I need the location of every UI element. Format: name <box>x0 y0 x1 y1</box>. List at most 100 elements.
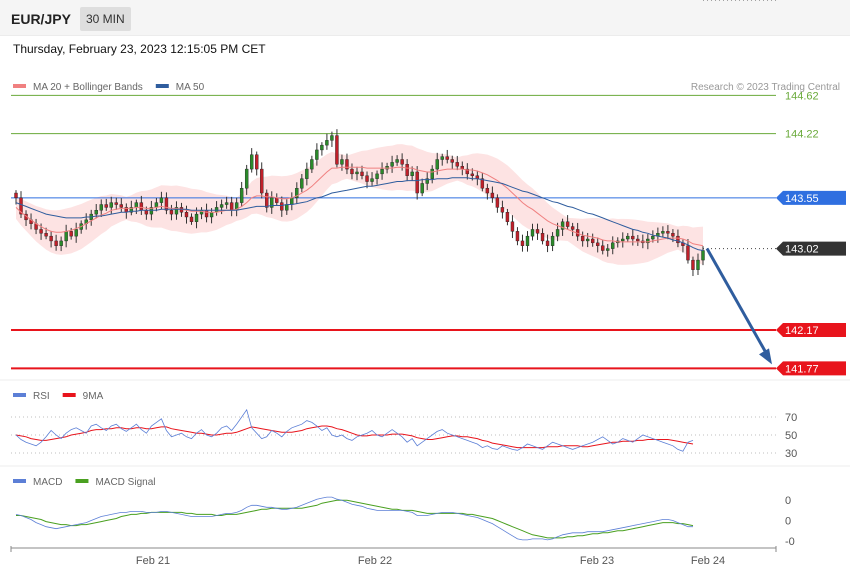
candle-body-43 <box>229 202 234 211</box>
candle-body-23 <box>129 207 134 213</box>
candle-body-106 <box>545 240 550 246</box>
timeframe-badge[interactable]: 30 MIN <box>80 7 131 31</box>
candle-body-19 <box>109 202 113 208</box>
candle-body-75 <box>390 162 394 167</box>
candle-body-5 <box>39 229 43 234</box>
level-label-4: 142.17 <box>785 325 819 337</box>
level-tag-4 <box>776 323 846 338</box>
candle-body-70 <box>365 175 369 182</box>
macd-legend-label-0: MACD <box>33 477 62 488</box>
x-axis-label-1: Feb 22 <box>358 555 392 567</box>
candle-body-53 <box>280 202 284 211</box>
forecast-arrow-shaft <box>705 247 770 358</box>
candle-body-18 <box>104 204 108 208</box>
macd-legend-swatch-0 <box>13 479 26 483</box>
level-tag-5 <box>776 361 846 376</box>
candle-body-121 <box>621 238 625 242</box>
rsi-ma-line <box>15 425 694 449</box>
candle-body-82 <box>425 178 429 184</box>
level-tag-2 <box>776 190 846 205</box>
candle-body-118 <box>606 248 610 251</box>
candle-body-42 <box>224 202 229 205</box>
level-tag-3 <box>776 241 846 256</box>
candle-body-96 <box>495 197 500 208</box>
candle-body-60 <box>315 149 319 160</box>
candle-body-99 <box>510 221 515 232</box>
candle-body-32 <box>174 207 179 215</box>
candle-body-66 <box>345 159 349 170</box>
level-label-1: 144.22 <box>785 129 819 141</box>
candle-body-30 <box>164 197 169 211</box>
candle-body-31 <box>169 210 174 215</box>
candle-body-91 <box>470 173 475 176</box>
candle-body-26 <box>144 210 149 215</box>
candle-body-9 <box>59 240 63 246</box>
candle-body-93 <box>480 178 485 189</box>
x-axis-label-2: Feb 23 <box>580 555 614 567</box>
candle-body-83 <box>430 168 434 179</box>
candle-body-47 <box>249 154 254 170</box>
candle-body-16 <box>94 210 98 215</box>
candle-body-63 <box>330 135 334 141</box>
candle-body-69 <box>360 171 364 176</box>
x-axis-label-3: Feb 24 <box>691 555 725 567</box>
candle-body-123 <box>631 235 635 240</box>
candle-body-38 <box>204 210 209 218</box>
candle-body-110 <box>565 221 570 227</box>
candle-body-17 <box>99 204 103 211</box>
candle-body-85 <box>440 156 444 160</box>
candle-body-124 <box>636 238 640 242</box>
candle-body-111 <box>570 226 575 230</box>
candle-body-137 <box>701 250 705 261</box>
candle-body-21 <box>119 204 124 208</box>
candle-body-129 <box>661 231 665 234</box>
candle-body-107 <box>550 235 555 246</box>
legend-swatch-0 <box>13 84 26 88</box>
copyright-text: Research © 2023 Trading Central <box>691 82 840 93</box>
candle-body-104 <box>535 229 540 234</box>
candle-body-57 <box>300 178 304 189</box>
candle-body-62 <box>325 140 329 146</box>
candle-body-24 <box>134 202 139 208</box>
candle-body-122 <box>626 235 630 240</box>
candle-body-77 <box>400 159 404 165</box>
macd-legend-swatch-1 <box>75 479 89 483</box>
currency-pair-title: EUR/JPY <box>11 11 71 27</box>
macd-legend-label-1: MACD Signal <box>95 477 155 488</box>
candle-body-6 <box>44 233 48 237</box>
rsi-legend-swatch-1 <box>62 393 76 397</box>
macd-line <box>15 496 693 541</box>
candle-body-84 <box>435 159 439 170</box>
candle-body-90 <box>465 168 470 175</box>
candle-body-135 <box>691 259 695 270</box>
candle-body-51 <box>270 197 274 208</box>
macd-axis-label-1: 0 <box>785 516 791 528</box>
candle-body-88 <box>455 162 459 167</box>
x-axis-label-0: Feb 21 <box>136 555 170 567</box>
candle-body-34 <box>184 211 189 218</box>
candle-body-76 <box>395 159 399 163</box>
rsi-axis-label-0: 70 <box>785 412 797 424</box>
rsi-legend-swatch-0 <box>13 393 26 397</box>
rsi-axis-label-2: 30 <box>785 448 797 460</box>
candle-body-48 <box>255 154 259 170</box>
level-label-2: 143.55 <box>785 193 819 205</box>
rsi-legend-label-0: RSI <box>33 391 50 402</box>
candle-body-36 <box>194 213 199 222</box>
candle-body-119 <box>611 242 615 249</box>
candle-body-94 <box>485 188 490 194</box>
candle-body-95 <box>490 192 495 199</box>
macd-axis-label-0: 0 <box>785 495 791 507</box>
candle-body-59 <box>310 159 314 170</box>
timestamp: Thursday, February 23, 2023 12:15:05 PM … <box>13 42 266 56</box>
candle-body-61 <box>320 144 324 151</box>
rsi-axis-label-1: 50 <box>785 430 797 442</box>
candle-body-8 <box>54 240 58 246</box>
candle-body-116 <box>595 242 600 246</box>
candle-body-55 <box>290 197 294 205</box>
candle-body-65 <box>340 159 344 165</box>
ma50-line <box>15 177 704 251</box>
legend-label-0: MA 20 + Bollinger Bands <box>33 82 143 93</box>
chart-header: EUR/JPY 30 MIN <box>0 0 850 36</box>
